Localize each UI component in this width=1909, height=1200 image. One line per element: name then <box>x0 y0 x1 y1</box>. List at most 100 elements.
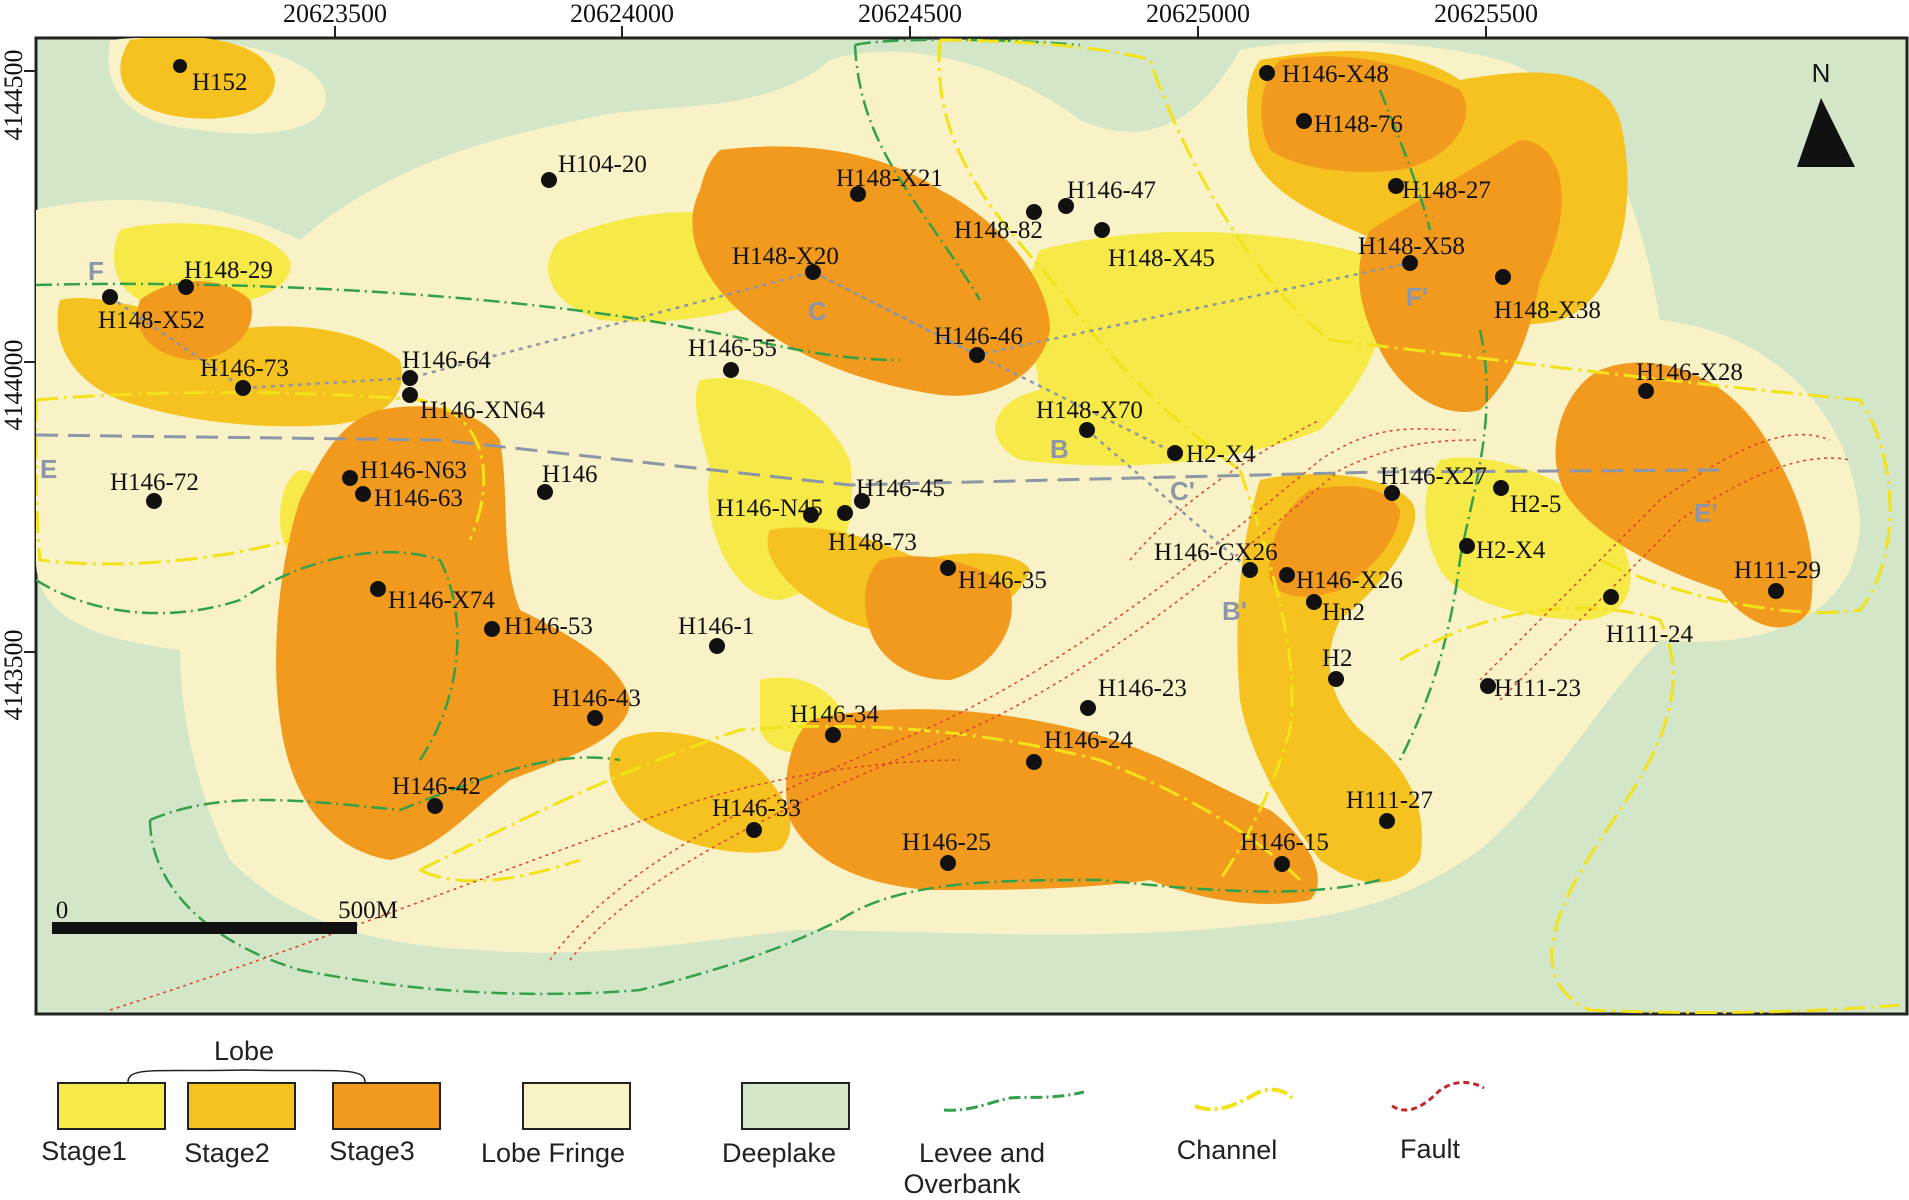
channel-line <box>36 391 486 541</box>
well-label: H146-XN64 <box>420 397 545 424</box>
x-tick-label: 20624500 <box>858 0 962 28</box>
well-label: H2 <box>1322 645 1353 672</box>
well-marker <box>587 710 603 726</box>
levee-line <box>36 550 459 761</box>
well-marker <box>1495 269 1511 285</box>
well-label: H148-73 <box>828 529 917 556</box>
section-label: F' <box>1406 282 1428 312</box>
well-marker <box>173 59 187 73</box>
well-label: H148-27 <box>1402 177 1491 204</box>
well-marker <box>427 798 443 814</box>
well-label: H148-X58 <box>1358 233 1465 260</box>
legend-bracket <box>127 1069 366 1083</box>
well-marker <box>537 484 553 500</box>
well-label: H146-X27 <box>1380 463 1487 490</box>
well-label: H146-46 <box>934 323 1023 350</box>
well-marker <box>355 486 371 502</box>
north-arrow-icon <box>1797 98 1855 167</box>
channel-line <box>937 39 1241 472</box>
fault-line <box>109 759 961 1011</box>
well-marker <box>825 727 841 743</box>
levee-line <box>149 756 621 822</box>
well-marker <box>1094 222 1110 238</box>
well-label: H148-82 <box>954 217 1043 244</box>
well-marker <box>1603 589 1619 605</box>
well-label: H146-CX26 <box>1154 539 1278 566</box>
well-label: H146-25 <box>902 829 991 856</box>
levee-line <box>1378 89 1432 231</box>
channel-line <box>1329 338 1892 615</box>
legend: Lobe Stage1 Stage2 Stage3 Lobe Fringe De… <box>41 1036 1485 1199</box>
scale-bar: 0 500M <box>52 897 398 934</box>
well-label: H146-23 <box>1098 675 1187 702</box>
y-axis-ticks <box>24 70 36 653</box>
well-marker <box>1026 754 1042 770</box>
well-label: H148-76 <box>1314 111 1403 138</box>
well-marker <box>102 289 118 305</box>
legend-swatch-stage2 <box>187 1082 296 1130</box>
fault-line <box>549 428 1461 961</box>
y-tick-label: 4144500 <box>0 50 28 141</box>
well-marker <box>803 507 819 523</box>
legend-fault-line <box>1391 1081 1485 1112</box>
legend-label-fault: Fault <box>1400 1134 1461 1164</box>
well-marker <box>1768 583 1784 599</box>
well-marker <box>402 370 418 386</box>
fault-lines <box>109 419 1851 1011</box>
channel-line <box>1399 606 1901 1014</box>
well-label: H146-53 <box>504 613 593 640</box>
legend-label-deeplake: Deeplake <box>722 1138 836 1168</box>
well-label: H111-29 <box>1734 557 1821 584</box>
well-label: H148-29 <box>184 257 273 284</box>
section-labels: E E' F F' C C' B B' <box>40 256 1718 626</box>
well-label: H148-X52 <box>98 307 205 334</box>
well-label: H146-X26 <box>1296 567 1403 594</box>
stage3-lobes <box>137 56 1813 904</box>
section-line-e <box>36 433 1721 487</box>
x-axis-ticks <box>334 26 1487 38</box>
well-label: H146-64 <box>402 347 491 374</box>
well-label: H146-45 <box>856 475 945 502</box>
legend-swatch-deeplake <box>741 1082 850 1130</box>
scale-start-label: 0 <box>56 897 69 924</box>
well-label: H146-X48 <box>1282 61 1389 88</box>
well-marker <box>1259 65 1275 81</box>
well-marker <box>1480 678 1496 694</box>
y-axis-labels: 4144500 4144000 4143500 <box>0 50 28 721</box>
well-marker <box>805 264 821 280</box>
well-marker <box>1493 480 1509 496</box>
well-marker <box>1279 567 1295 583</box>
well-marker <box>235 380 251 396</box>
well-marker <box>850 186 866 202</box>
well-marker <box>723 362 739 378</box>
channel-line <box>1218 469 1294 881</box>
legend-swatch-stage3 <box>332 1082 441 1130</box>
well-marker <box>178 279 194 295</box>
well-label: H146-33 <box>712 795 801 822</box>
well-marker <box>1026 204 1042 220</box>
legend-label-stage1: Stage1 <box>41 1136 127 1166</box>
well-marker <box>940 855 956 871</box>
well-marker <box>854 493 870 509</box>
x-tick-label: 20624000 <box>570 0 674 28</box>
well-marker <box>370 581 386 597</box>
fault-line <box>1129 419 1321 561</box>
well-marker <box>1459 538 1475 554</box>
well-marker <box>1079 422 1095 438</box>
levee-line <box>853 44 982 301</box>
channel-line <box>419 858 581 883</box>
channel-line <box>419 724 1302 882</box>
y-tick-label: 4143500 <box>0 630 28 721</box>
well-marker <box>484 621 500 637</box>
legend-group-label: Lobe <box>214 1036 274 1066</box>
well-label: H146-42 <box>392 773 481 800</box>
well-marker <box>1274 856 1290 872</box>
well-label: Hn2 <box>1322 599 1365 626</box>
well-label: H146-63 <box>374 485 463 512</box>
well-label: H104-20 <box>558 151 647 178</box>
well-label: H2-X4 <box>1186 441 1256 468</box>
well-label: H146-35 <box>958 567 1047 594</box>
scale-end-label: 500M <box>338 897 398 924</box>
well-label: H2-5 <box>1510 491 1561 518</box>
